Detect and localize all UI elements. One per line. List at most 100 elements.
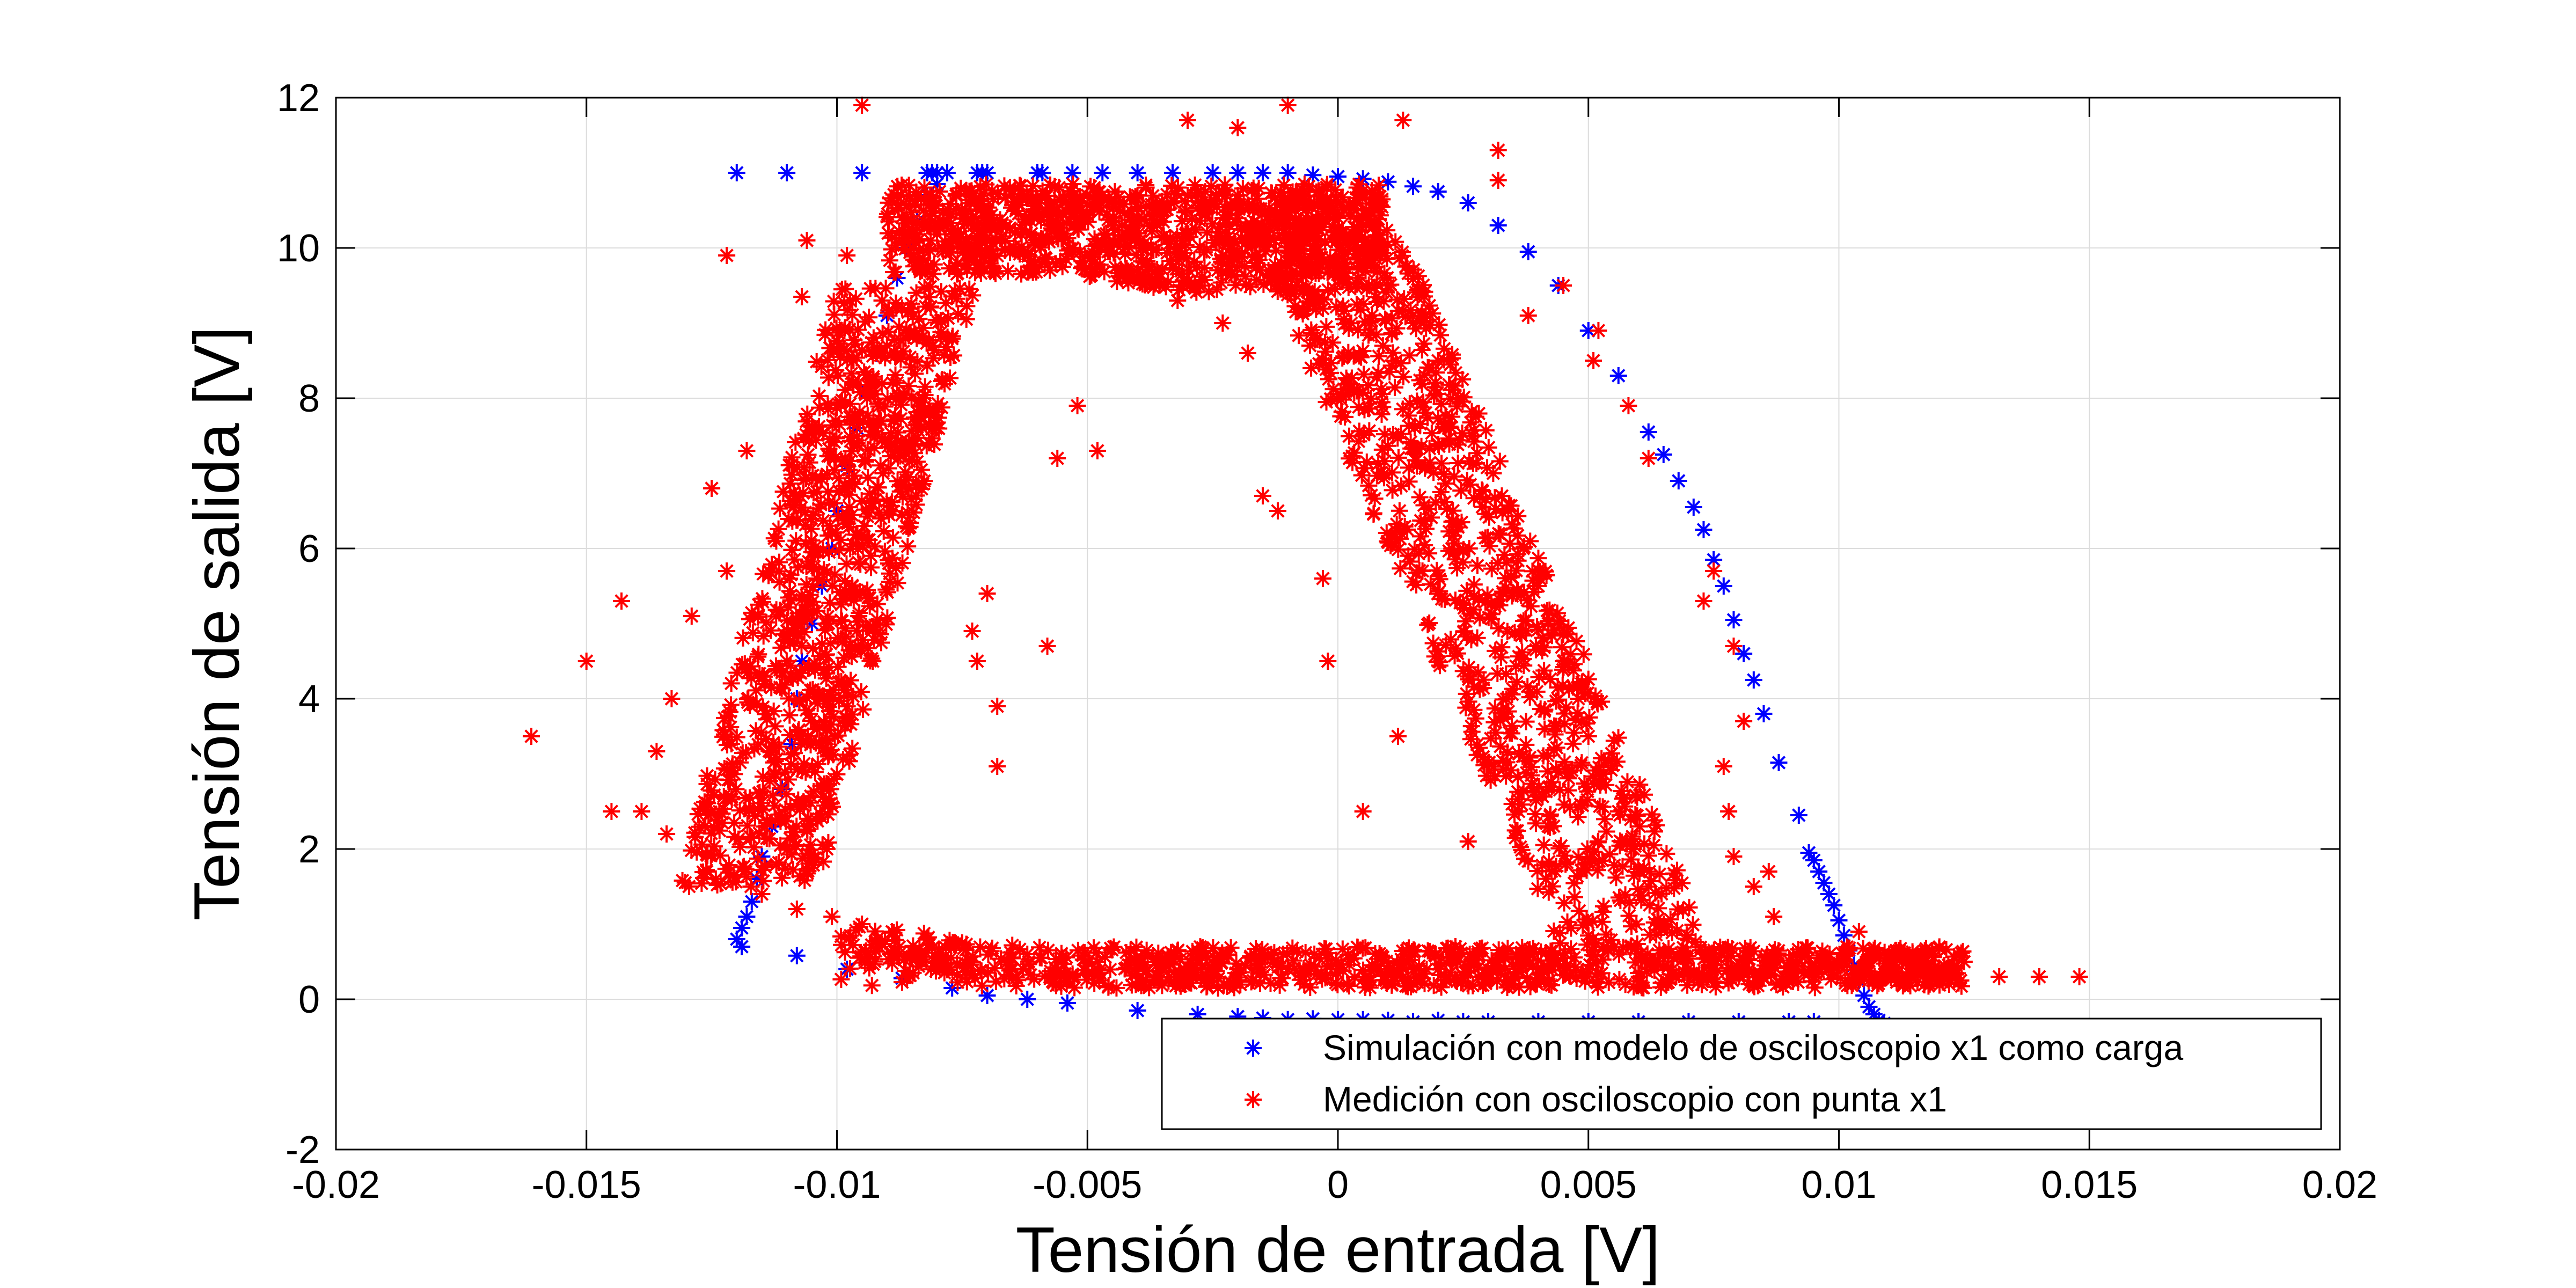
data-point-medicion [718, 562, 736, 580]
data-point-medicion [989, 758, 1006, 775]
data-point-medicion [1489, 172, 1507, 189]
data-point-medicion [1730, 968, 1747, 985]
data-point-medicion [1394, 112, 1412, 129]
data-point-medicion [1517, 611, 1535, 629]
data-point-medicion [841, 671, 859, 689]
data-point-medicion [1555, 277, 1572, 294]
data-point-medicion [1725, 848, 1743, 865]
data-point-simulacion [778, 164, 796, 181]
series-medicion [523, 97, 2088, 997]
data-point-medicion [1008, 969, 1026, 986]
data-point-medicion [1284, 219, 1301, 237]
data-point-medicion [879, 224, 897, 242]
data-point-medicion [836, 943, 854, 961]
data-point-medicion [1720, 803, 1738, 820]
data-point-medicion [718, 247, 736, 264]
data-point-medicion [1318, 318, 1335, 335]
data-point-medicion [1548, 739, 1565, 757]
data-point-medicion [793, 762, 811, 780]
data-point-medicion [1572, 795, 1590, 813]
data-point-medicion [876, 398, 894, 415]
data-point-medicion [805, 782, 823, 800]
data-point-medicion [698, 767, 716, 785]
data-point-medicion [1645, 823, 1663, 840]
data-point-medicion [925, 219, 943, 237]
data-point-medicion [895, 385, 912, 403]
data-point-medicion [1955, 953, 1973, 970]
data-point-medicion [734, 655, 751, 673]
data-point-medicion [788, 511, 806, 529]
data-point-medicion [962, 187, 980, 205]
data-point-medicion [1538, 602, 1556, 619]
data-point-medicion [963, 623, 981, 640]
data-point-medicion [1430, 567, 1447, 585]
data-point-medicion [819, 608, 837, 625]
data-point-medicion [1521, 749, 1539, 766]
data-point-medicion [1818, 949, 1835, 967]
data-point-medicion [1450, 390, 1467, 407]
data-point-simulacion [1609, 367, 1627, 384]
data-point-medicion [1350, 422, 1368, 440]
data-point-medicion [2030, 968, 2048, 985]
data-point-medicion [1262, 184, 1280, 202]
data-point-medicion [1406, 439, 1423, 457]
data-point-simulacion [1459, 194, 1477, 211]
data-point-medicion [1298, 282, 1316, 300]
data-point-simulacion [1254, 164, 1271, 181]
data-point-medicion [1633, 949, 1651, 967]
data-point-medicion [1890, 972, 1908, 989]
data-point-medicion [1519, 307, 1537, 324]
data-point-medicion [1249, 226, 1267, 244]
data-point-simulacion [1129, 1002, 1146, 1019]
data-point-medicion [838, 247, 856, 264]
data-point-medicion [1301, 336, 1319, 354]
data-point-medicion [1640, 847, 1657, 865]
data-point-simulacion [1745, 671, 1762, 689]
data-point-simulacion [1835, 927, 1853, 944]
data-point-medicion [1407, 969, 1425, 986]
data-point-medicion [859, 508, 876, 525]
data-point-medicion [1460, 977, 1477, 995]
data-point-medicion [905, 504, 923, 522]
data-point-medicion [1283, 267, 1301, 285]
data-point-medicion [930, 314, 947, 332]
data-point-medicion [1574, 917, 1592, 934]
data-point-medicion [1660, 946, 1678, 963]
data-point-medicion [863, 977, 881, 994]
data-point-medicion [1354, 384, 1372, 401]
data-point-medicion [1179, 187, 1196, 204]
data-point-medicion [1360, 477, 1378, 494]
data-point-medicion [762, 621, 780, 639]
data-point-medicion [948, 955, 966, 972]
data-point-medicion [893, 233, 911, 251]
data-point-medicion [750, 596, 767, 613]
data-point-medicion [862, 494, 880, 512]
data-point-medicion [1598, 823, 1615, 840]
data-point-medicion [873, 429, 891, 447]
data-point-medicion [1279, 194, 1297, 211]
data-point-medicion [1075, 961, 1093, 979]
data-point-simulacion [1058, 994, 1076, 1012]
data-point-medicion [961, 252, 978, 269]
data-point-medicion [1319, 653, 1337, 670]
data-point-medicion [1139, 258, 1157, 275]
data-point-medicion [857, 453, 874, 471]
data-point-medicion [1705, 562, 1723, 580]
data-point-medicion [806, 763, 824, 781]
data-point-medicion [1299, 297, 1317, 315]
data-point-medicion [833, 281, 851, 298]
data-point-medicion [1658, 845, 1675, 862]
data-point-medicion [1355, 365, 1373, 383]
data-point-medicion [1594, 897, 1612, 915]
data-point-medicion [1401, 553, 1419, 570]
data-point-medicion [1631, 776, 1649, 794]
data-point-medicion [1850, 923, 1868, 940]
series-layer [523, 97, 2088, 1032]
data-point-medicion [633, 803, 650, 820]
data-point-medicion [1480, 961, 1497, 978]
data-point-medicion [703, 480, 721, 497]
data-point-medicion [1454, 370, 1472, 388]
data-point-medicion [1441, 418, 1459, 436]
data-point-medicion [957, 239, 975, 257]
data-point-medicion [983, 939, 1001, 957]
